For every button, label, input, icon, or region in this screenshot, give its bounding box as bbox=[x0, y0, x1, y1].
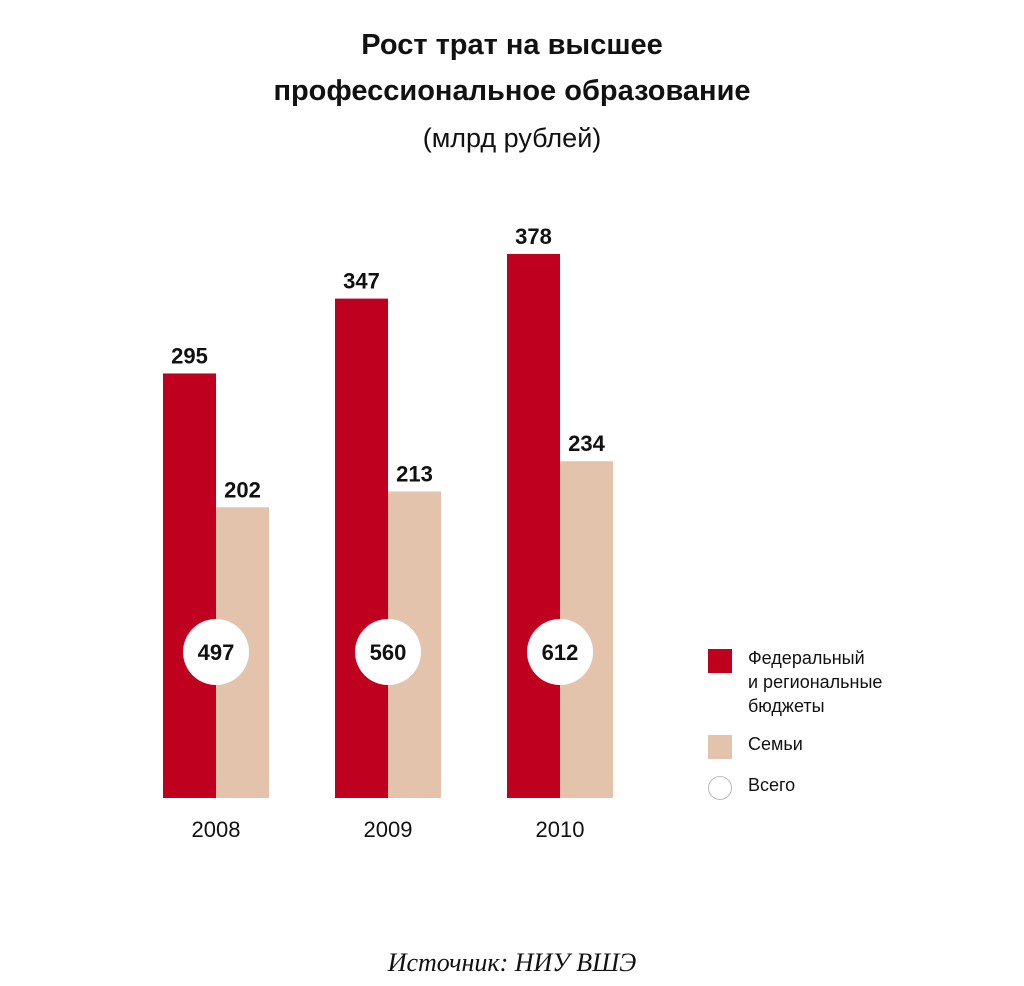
total-circle-2009 bbox=[355, 619, 421, 685]
chart-title: Рост трат на высшее профессиональное обр… bbox=[0, 22, 1024, 162]
source-note: Источник: НИУ ВШЭ bbox=[387, 948, 637, 977]
legend: Федеральный и региональные бюджеты Семьи… bbox=[708, 646, 928, 814]
title-line-2: профессиональное образование bbox=[273, 75, 751, 107]
total-circle-2008 bbox=[183, 619, 249, 685]
value-label-budgets-2008: 295 bbox=[171, 343, 208, 368]
legend-swatch-budgets bbox=[708, 649, 732, 673]
bar-budgets-2008 bbox=[163, 373, 216, 798]
x-tick-label-2009: 2009 bbox=[364, 817, 413, 842]
legend-swatch-families bbox=[708, 735, 732, 759]
value-label-families-2009: 213 bbox=[396, 461, 433, 486]
x-tick-label-2008: 2008 bbox=[192, 817, 241, 842]
total-circle-2010 bbox=[527, 619, 593, 685]
legend-swatch-total bbox=[708, 776, 732, 800]
legend-label-total: Всего bbox=[748, 775, 796, 795]
bar-budgets-2010 bbox=[507, 254, 560, 798]
value-label-budgets-2010: 378 bbox=[515, 224, 552, 249]
legend-item-budgets: Федеральный и региональные бюджеты bbox=[708, 646, 928, 718]
x-tick-label-2010: 2010 bbox=[536, 817, 585, 842]
value-label-families-2008: 202 bbox=[224, 477, 261, 502]
value-label-families-2010: 234 bbox=[568, 431, 605, 456]
legend-item-total: Всего bbox=[708, 773, 928, 800]
title-line-1: Рост трат на высшее bbox=[361, 29, 663, 61]
value-label-budgets-2009: 347 bbox=[343, 269, 380, 294]
total-label-2010: 612 bbox=[542, 640, 579, 665]
total-label-2009: 560 bbox=[370, 640, 407, 665]
total-label-2008: 497 bbox=[198, 640, 235, 665]
legend-label-families: Семьи bbox=[748, 734, 803, 754]
bar-budgets-2009 bbox=[335, 298, 388, 798]
legend-item-families: Семьи bbox=[708, 732, 928, 759]
legend-label-budgets: Федеральный и региональные бюджеты bbox=[748, 648, 883, 716]
chart-subtitle: (млрд рублей) bbox=[422, 123, 602, 153]
